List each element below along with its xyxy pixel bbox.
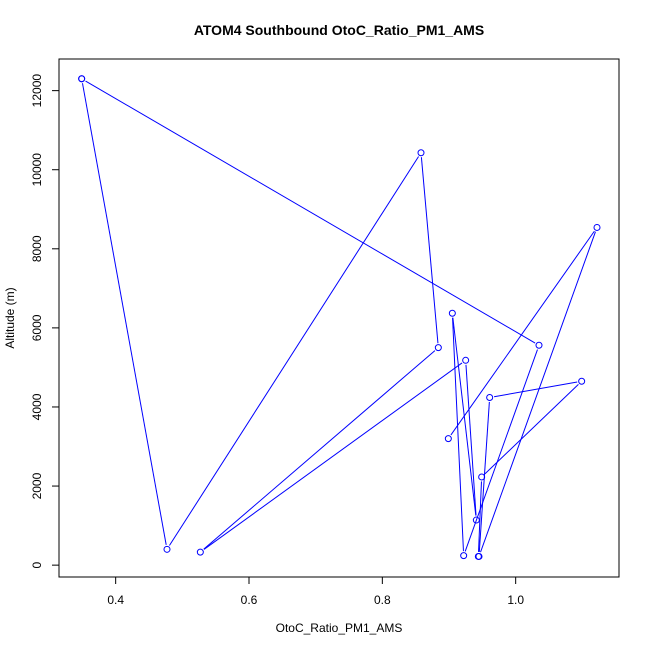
series-segment [494, 381, 578, 398]
data-point [434, 344, 442, 352]
series-segment [85, 80, 536, 344]
series-segment [452, 317, 464, 552]
series-segment [420, 157, 439, 344]
data-point [163, 545, 171, 553]
series-segment [480, 231, 596, 553]
chart-title: ATOM4 Southbound OtoC_Ratio_PM1_AMS [194, 22, 484, 38]
y-tick-label: 0 [30, 561, 44, 568]
series-1 [78, 75, 543, 560]
data-point [462, 356, 470, 364]
data-point [578, 377, 586, 385]
series-segment [203, 362, 463, 550]
y-tick-label: 10000 [30, 153, 44, 187]
series-segment [450, 230, 595, 436]
plot-area [58, 58, 620, 578]
data-point [444, 435, 452, 443]
x-tick-label: 0.8 [374, 593, 391, 607]
x-tick-label: 0.6 [241, 593, 258, 607]
y-tick-label: 8000 [30, 235, 44, 262]
x-axis: 0.4 0.6 0.8 1.0 [107, 576, 524, 607]
data-point [78, 75, 86, 83]
data-point [474, 552, 482, 560]
series-segment [169, 156, 419, 546]
data-point [486, 393, 494, 401]
series-2 [444, 223, 601, 560]
data-point [472, 516, 480, 524]
x-tick-label: 1.0 [507, 593, 524, 607]
data-point [417, 149, 425, 157]
data-point [593, 223, 601, 231]
y-axis: 0 2000 4000 6000 8000 10000 12000 [30, 74, 60, 568]
x-tick-label: 0.4 [107, 593, 124, 607]
series-segment [203, 350, 436, 550]
series-segment [464, 349, 538, 552]
series-layer [78, 75, 601, 560]
series-segment [81, 83, 167, 545]
series-segment [478, 481, 482, 552]
y-tick-label: 2000 [30, 472, 44, 499]
data-point [448, 309, 456, 317]
data-point [460, 552, 468, 560]
data-point [478, 473, 486, 481]
y-tick-label: 6000 [30, 314, 44, 341]
y-axis-label: Altitude (m) [3, 287, 17, 348]
data-point [196, 548, 204, 556]
series-segment [484, 384, 579, 475]
y-tick-label: 4000 [30, 393, 44, 420]
data-point [535, 341, 543, 349]
series-segment [465, 364, 477, 516]
y-tick-label: 12000 [30, 74, 44, 108]
x-axis-label: OtoC_Ratio_PM1_AMS [276, 621, 403, 635]
